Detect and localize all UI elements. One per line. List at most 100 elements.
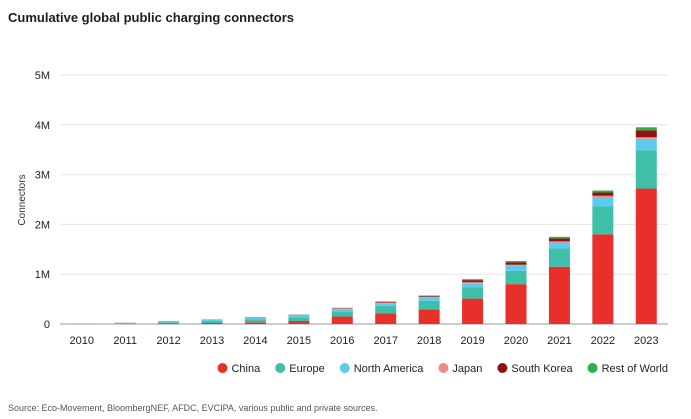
x-tick-label: 2014 — [243, 335, 267, 347]
legend-label: China — [231, 363, 261, 375]
bar-segment — [288, 315, 310, 318]
bar-segment — [375, 303, 397, 306]
legend-swatch — [217, 363, 228, 373]
x-tick-label: 2016 — [330, 335, 354, 347]
bar-segment — [375, 305, 397, 314]
x-tick-label: 2020 — [504, 335, 528, 347]
legend-swatch — [587, 363, 598, 373]
y-axis-label: Connectors — [17, 174, 28, 225]
legend-swatch — [497, 363, 508, 373]
bar-segment — [592, 234, 614, 324]
bar-segment — [244, 319, 266, 323]
bar-segment — [505, 264, 527, 266]
y-tick-label: 5M — [35, 70, 50, 82]
bar-segment — [418, 309, 440, 324]
legend-item: Japan — [438, 363, 482, 375]
bar-segment — [331, 309, 353, 312]
legend-label: South Korea — [511, 363, 573, 375]
bars — [71, 127, 657, 324]
x-tick-label: 2021 — [547, 335, 571, 347]
y-tick-label: 0 — [44, 319, 50, 331]
bar-segment — [375, 302, 397, 304]
bar-segment — [505, 270, 527, 285]
bar-segment — [462, 279, 484, 281]
y-axis-tick-labels: 0 1M 2M 3M 4M 5M — [35, 70, 50, 331]
bar-segment — [418, 296, 440, 297]
x-tick-label: 2010 — [69, 335, 93, 347]
bar-segment — [548, 266, 570, 324]
bar-segment — [114, 323, 136, 324]
bar-segment — [548, 238, 570, 242]
bar-segment — [201, 320, 223, 322]
bar-segment — [548, 248, 570, 267]
bar-segment — [158, 322, 180, 324]
legend-item: North America — [339, 363, 425, 375]
x-tick-label: 2015 — [287, 335, 311, 347]
bar-segment — [592, 206, 614, 235]
bar-segment — [505, 265, 527, 271]
chart-title: Cumulative global public charging connec… — [8, 10, 295, 25]
bar-segment — [635, 127, 657, 131]
bar-segment — [592, 190, 614, 193]
legend-item: Rest of World — [587, 363, 668, 375]
bar-segment — [592, 195, 614, 198]
gridlines — [60, 74, 668, 325]
bar-segment — [418, 297, 440, 301]
x-tick-label: 2013 — [200, 335, 224, 347]
x-tick-label: 2023 — [634, 335, 658, 347]
bar-segment — [201, 321, 223, 324]
legend-item: Europe — [275, 363, 325, 375]
bar-segment — [462, 282, 484, 284]
x-axis-tick-labels: 2010 2011 2012 2013 2014 2015 2016 2017 2018 2019… — [69, 335, 658, 347]
bar-segment — [462, 298, 484, 324]
x-tick-label: 2019 — [460, 335, 484, 347]
bar-segment — [244, 317, 266, 320]
y-tick-label: 3M — [35, 170, 50, 182]
x-tick-label: 2018 — [417, 335, 441, 347]
bar-segment — [505, 284, 527, 324]
bar-segment — [375, 313, 397, 324]
y-tick-label: 4M — [35, 120, 50, 132]
bar-segment — [635, 130, 657, 138]
bar-segment — [592, 197, 614, 207]
bar-segment — [331, 308, 353, 310]
source-note: Source: Eco-Movement, BloombergNEF, AFDC… — [8, 403, 378, 413]
bar-segment — [288, 314, 310, 316]
bar-segment — [505, 262, 527, 265]
bar-segment — [462, 283, 484, 288]
bar-segment — [331, 316, 353, 324]
legend-item: South Korea — [497, 363, 573, 375]
x-tick-label: 2012 — [156, 335, 180, 347]
y-tick-label: 1M — [35, 269, 50, 281]
x-tick-label: 2011 — [113, 335, 137, 347]
bar-segment — [244, 322, 266, 324]
bar-segment — [635, 137, 657, 139]
bar-segment — [201, 323, 223, 324]
legend-swatch — [339, 363, 350, 373]
bar-segment — [635, 150, 657, 189]
legend-item: China — [217, 363, 261, 375]
bar-segment — [158, 321, 180, 323]
y-tick-label: 2M — [35, 219, 50, 231]
legend-swatch — [275, 363, 286, 373]
legend-swatch — [438, 363, 449, 373]
bar-segment — [418, 296, 440, 298]
bar-segment — [418, 295, 440, 297]
bar-segment — [635, 138, 657, 151]
bar-segment — [288, 317, 310, 322]
x-tick-label: 2017 — [373, 335, 397, 347]
bar-segment — [462, 280, 484, 283]
bar-segment — [505, 261, 527, 263]
legend: China Europe North America Japan South Korea… — [217, 363, 668, 375]
bar-segment — [548, 241, 570, 243]
bar-segment — [418, 300, 440, 310]
x-tick-label: 2022 — [591, 335, 615, 347]
legend-label: North America — [354, 363, 425, 375]
legend-label: Japan — [452, 363, 482, 375]
bar-segment — [462, 287, 484, 299]
bar-segment — [331, 311, 353, 317]
bar-segment — [548, 242, 570, 249]
bar-segment — [548, 236, 570, 239]
bar-segment — [288, 321, 310, 324]
